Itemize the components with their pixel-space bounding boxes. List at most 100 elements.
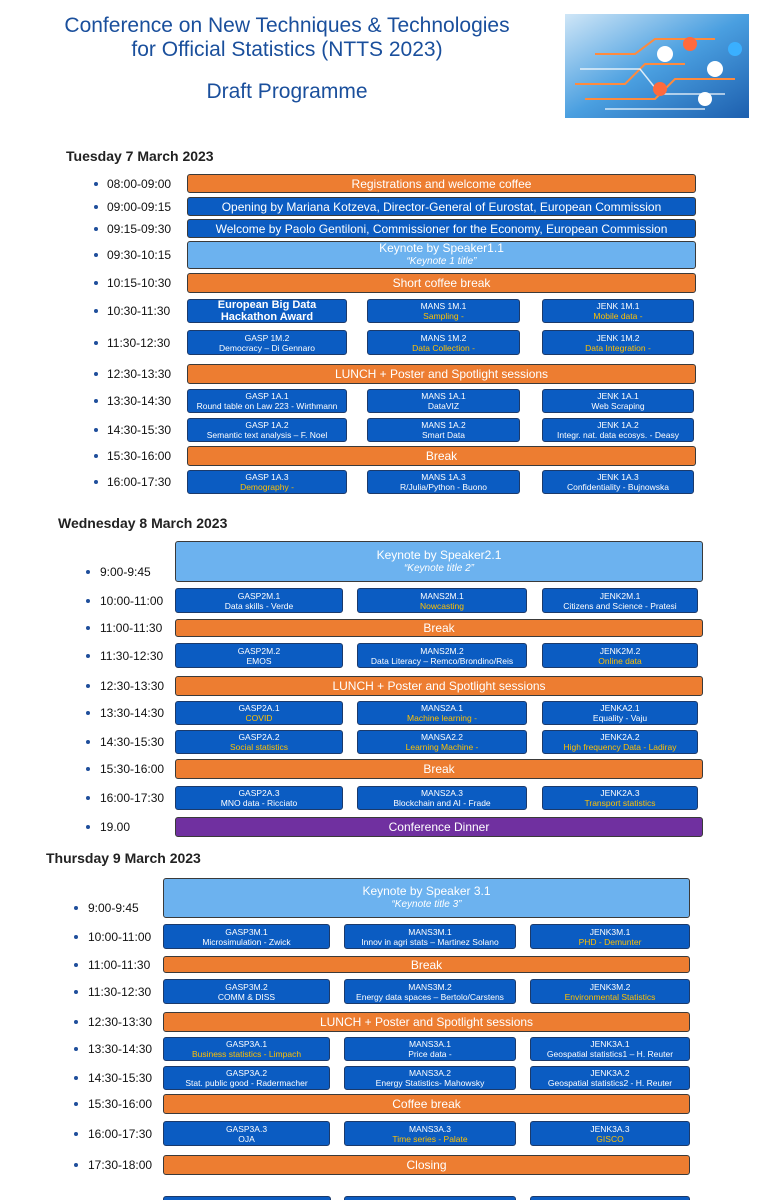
session-code: MANS3M.1 — [408, 926, 452, 937]
session-box: MANS2A.3 Blockchain and AI - Frade — [357, 786, 527, 810]
session-box: European Big Data Hackathon Award — [187, 299, 347, 323]
bullet — [86, 569, 90, 574]
session-topic: Energy data spaces – Bertolo/Carstens — [356, 991, 504, 1002]
session-code: JENK3M.1 — [589, 926, 631, 937]
session-box: MANS 1A.3 R/Julia/Python - Buono — [367, 470, 520, 494]
bullet — [86, 626, 90, 630]
session-code: GASP3A.3 — [225, 1123, 268, 1134]
cut-session — [344, 1196, 516, 1200]
session-topic: Environmental Statistics — [564, 991, 656, 1002]
session-box: MANS3M.1 Innov in agri stats – Martinez S… — [344, 924, 516, 949]
plenary-text: Opening by Mariana Kotzeva, Director-Gen… — [221, 199, 662, 214]
time-label: 11:00-11:30 — [100, 621, 163, 635]
time-label: 16:00-17:30 — [107, 475, 172, 489]
session-topic: EMOS — [246, 655, 272, 666]
session-box: JENK 1A.2 Integr. nat. data ecosys. - Dea… — [542, 418, 694, 442]
session-topic: Data skills - Verde — [224, 600, 294, 611]
time-label: 11:00-11:30 — [88, 957, 151, 972]
session-box: MANS 1A.1 DataVIZ — [367, 389, 520, 413]
bullet — [94, 372, 98, 376]
session-box: JENK3A.3 GISCO — [530, 1121, 690, 1146]
session-topic: GISCO — [596, 1133, 624, 1144]
session-topic: Time series - Palate — [392, 1133, 468, 1144]
time-label: 09:30-10:15 — [107, 248, 172, 262]
time-label: 10:00-11:00 — [100, 593, 164, 608]
session-box: GASP3M.2 COMM & DISS — [163, 979, 330, 1004]
session-code: MANS3A.3 — [408, 1123, 452, 1134]
session-box: GASP2M.1 Data skills - Verde — [175, 588, 343, 613]
plenary-subtitle: “Keynote 1 title” — [406, 256, 477, 267]
plenary-text: Keynote by Speaker 3.1 — [362, 884, 491, 898]
session-code: JENK2M.1 — [599, 590, 641, 601]
session-topic: MNO data - Ricciato — [220, 798, 298, 808]
bullet — [74, 1131, 78, 1136]
session-box: JENK 1M.1 Mobile data - — [542, 299, 694, 323]
plenary-box: Break — [175, 619, 703, 637]
plenary-text: Break — [423, 621, 455, 635]
session-box: JENK2A.3 Transport statistics — [542, 786, 698, 810]
bullet — [74, 1047, 78, 1051]
session-code: JENK2M.2 — [599, 645, 641, 656]
bullet — [86, 767, 90, 771]
plenary-text: Break — [425, 449, 458, 463]
session-box: JENK 1A.1 Web Scraping — [542, 389, 694, 413]
session-topic: Business statistics - Limpach — [191, 1049, 302, 1059]
plenary-box: LUNCH + Poster and Spotlight sessions — [163, 1012, 690, 1032]
time-label: 10:30-11:30 — [107, 304, 171, 318]
session-box: MANS3A.2 Energy Statistics- Mahowsky — [344, 1066, 516, 1090]
bullet — [74, 989, 78, 994]
session-box: JENK3A.2 Geospatial statistics2 - H. Reut… — [530, 1066, 690, 1090]
plenary-text: Coffee break — [392, 1097, 461, 1111]
session-code: JENK2A.2 — [600, 732, 640, 742]
time-label: 14:30-15:30 — [100, 735, 165, 749]
day-title: Wednesday 8 March 2023 — [58, 515, 228, 531]
time-label: 11:30-12:30 — [88, 984, 152, 999]
session-code: MANS3A.1 — [408, 1039, 452, 1049]
session-topic: Geospatial statistics1 – H. Reuter — [546, 1049, 674, 1059]
title-line: for Official Statistics (NTTS 2023) — [131, 38, 443, 61]
time-label: 16:00-17:30 — [100, 791, 165, 805]
time-label: 19.00 — [100, 820, 131, 834]
session-code: GASP 1A.2 — [245, 420, 289, 430]
bullet — [94, 281, 98, 285]
session-code: MANS2M.2 — [420, 645, 464, 656]
session-code: GASP2A.1 — [238, 703, 280, 713]
bullet — [86, 825, 90, 829]
session-code: MANS3A.2 — [408, 1068, 452, 1078]
plenary-text: Break — [423, 762, 455, 776]
plenary-box: Keynote by Speaker2.1 “Keynote title 2” — [175, 541, 703, 582]
plenary-text: Short coffee break — [392, 276, 491, 290]
session-topic: Learning Machine - — [405, 742, 479, 752]
title-line: Conference on New Techniques & Technolog… — [64, 14, 510, 37]
session-code: GASP3M.2 — [225, 981, 268, 992]
session-topic: PHD - Demunter — [578, 936, 642, 947]
time-label: 17:30-18:00 — [88, 1158, 153, 1172]
bullet — [94, 181, 98, 186]
time-label: 10:15-10:30 — [107, 276, 172, 290]
session-code: MANS2A.3 — [420, 788, 464, 798]
session-box: MANS3A.3 Time series - Palate — [344, 1121, 516, 1146]
session-topic: Equality - Vaju — [592, 713, 648, 723]
bullet — [94, 399, 98, 403]
time-label: 11:30-12:30 — [100, 648, 164, 663]
time-label: 10:00-11:00 — [88, 929, 152, 944]
session-topic: OJA — [238, 1133, 255, 1144]
bullet — [94, 428, 98, 432]
session-topic: Stat. public good - Radermacher — [185, 1078, 308, 1088]
session-code: MANS 1M.1 — [420, 301, 467, 311]
time-label: 9:00-9:45 — [100, 564, 151, 579]
cut-session — [530, 1196, 690, 1200]
session-box: GASP3A.2 Stat. public good - Radermacher — [163, 1066, 330, 1090]
session-box: MANS 1M.1 Sampling - — [367, 299, 520, 323]
session-box: JENK2M.1 Citizens and Science - Pratesi — [542, 588, 698, 613]
session-code: JENK3M.2 — [589, 981, 631, 992]
plenary-text: LUNCH + Poster and Spotlight sessions — [334, 367, 549, 381]
session-box: GASP 1A.3 Demography - — [187, 470, 347, 494]
session-box: MANS 1A.2 Smart Data — [367, 418, 520, 442]
plenary-box: Conference Dinner — [175, 817, 703, 837]
time-label: 15:30-16:00 — [88, 1097, 153, 1111]
bullet — [86, 653, 90, 658]
day-title: Tuesday 7 March 2023 — [66, 148, 214, 164]
session-topic: Data Collection - — [412, 342, 475, 353]
